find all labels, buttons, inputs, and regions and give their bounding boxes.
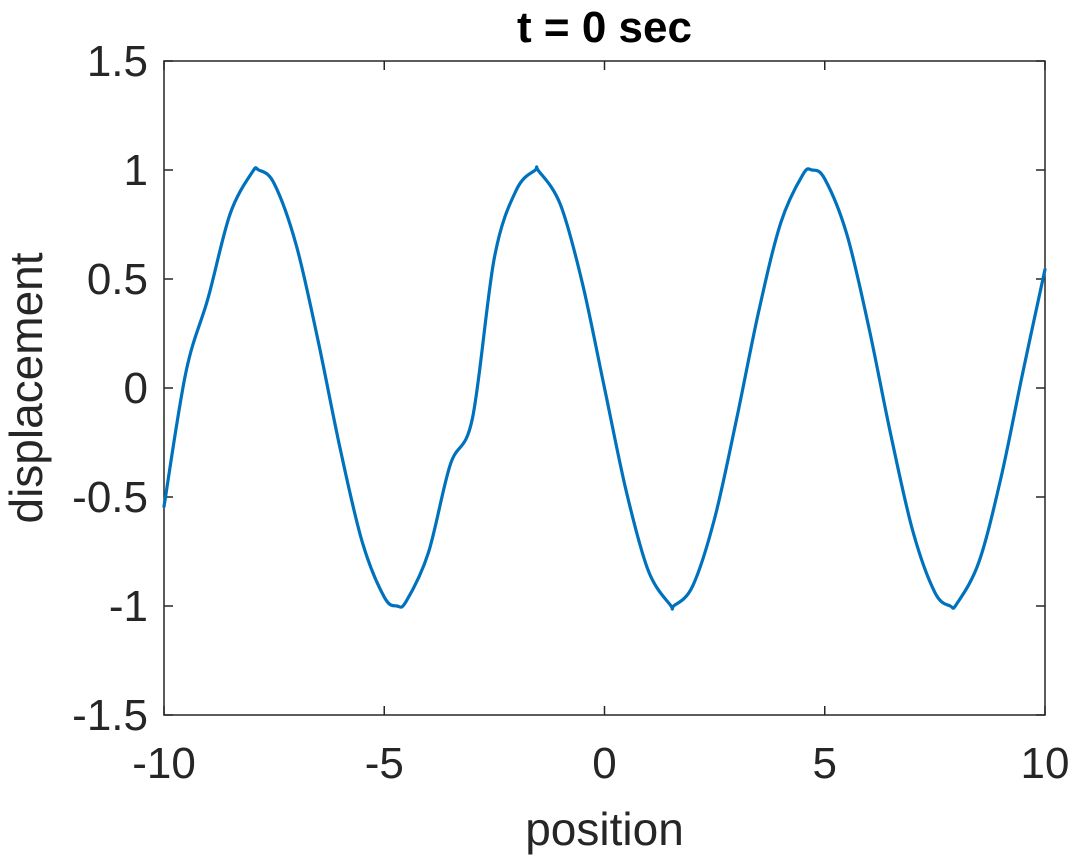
x-tick-label: 10: [1021, 739, 1070, 788]
x-tick-label: 0: [592, 739, 616, 788]
y-tick-label: -1.5: [72, 691, 148, 740]
y-tick-label: 1: [124, 146, 148, 195]
series-line: [162, 165, 1047, 611]
x-tick-label: 5: [813, 739, 837, 788]
x-tick-label: -5: [365, 739, 404, 788]
y-tick-label: 1.5: [87, 37, 148, 86]
y-tick-label: -1: [109, 582, 148, 631]
x-axis-label: position: [525, 803, 684, 855]
y-tick-label: 0.5: [87, 255, 148, 304]
y-tick-label: -0.5: [72, 473, 148, 522]
y-axis-label: displacement: [0, 252, 52, 523]
y-tick-label: 0: [124, 364, 148, 413]
x-tick-label: -10: [132, 739, 196, 788]
chart-title: t = 0 sec: [517, 3, 692, 52]
